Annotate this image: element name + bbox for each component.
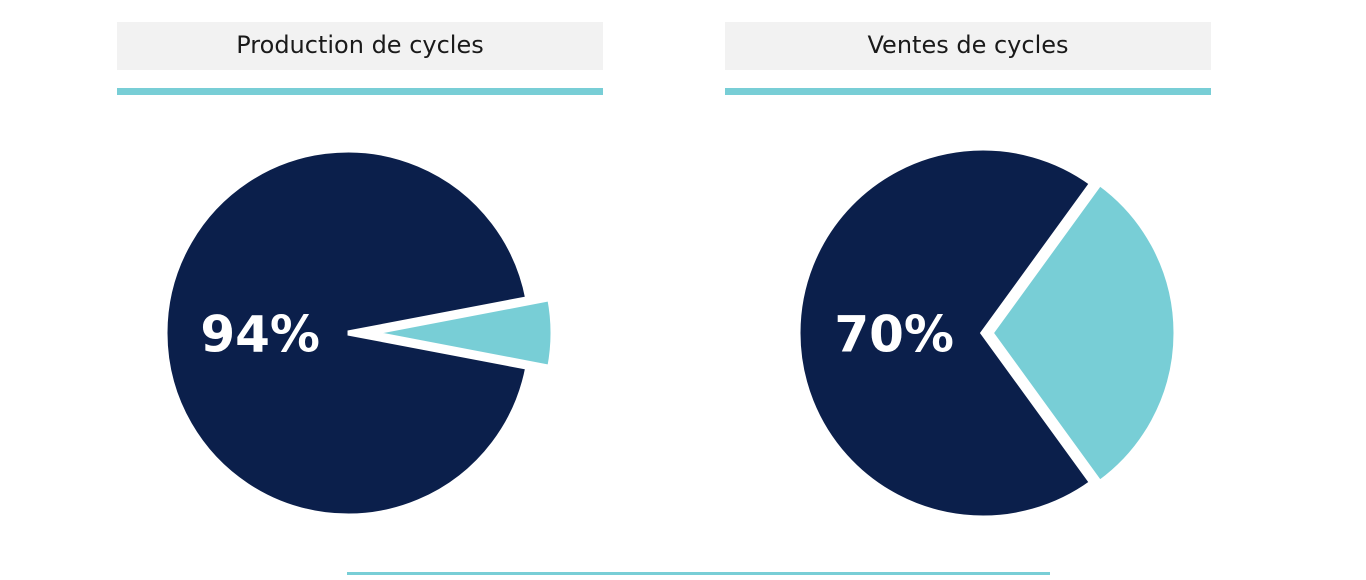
slice-label: 94% [200,306,320,364]
title-box [117,22,603,70]
slice-label: 70% [834,306,954,364]
title-underline [725,88,1211,95]
chart-title: Ventes de cycles [868,31,1069,59]
pie-slice [162,147,531,519]
title-box [725,22,1211,70]
pie-slice [795,145,1096,521]
title-underline [117,88,603,95]
chart-title: Production de cycles [236,31,483,59]
pie-slice [369,295,556,371]
divider [347,572,1050,575]
pie-slice [987,179,1179,487]
